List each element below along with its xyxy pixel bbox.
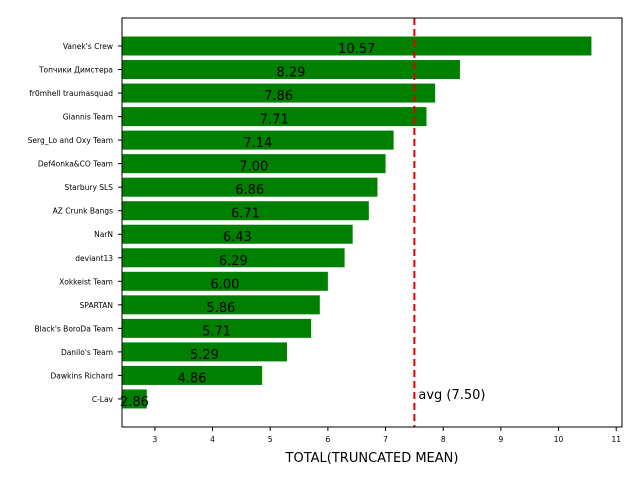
bar-value-label: 6.29 — [219, 254, 248, 269]
y-tick-label: NarN — [94, 230, 113, 239]
bar — [122, 83, 436, 103]
y-tick-label: Serg_Lo and Oxy Team — [28, 136, 113, 145]
y-tick-label: deviant13 — [75, 254, 113, 263]
bar-value-label: 6.71 — [231, 207, 260, 222]
x-tick-label: 4 — [210, 435, 215, 444]
bar-value-label: 5.29 — [190, 348, 219, 363]
bar — [122, 248, 345, 268]
bar-value-label: 10.57 — [338, 42, 375, 57]
bar-value-label: 4.86 — [178, 371, 207, 386]
y-tick-label: Vanek's Crew — [63, 42, 113, 51]
x-tick-label: 11 — [611, 435, 621, 444]
x-tick-label: 6 — [325, 435, 330, 444]
bar — [122, 365, 263, 385]
bar — [122, 130, 394, 150]
x-tick-label: 9 — [499, 435, 504, 444]
y-tick-label: C-Lav — [92, 395, 114, 404]
y-tick-label: Giannis Team — [63, 113, 113, 122]
x-tick-label: 3 — [152, 435, 157, 444]
y-tick-label: fr0mhell traumasquad — [29, 89, 113, 98]
bar-value-label: 7.71 — [260, 113, 289, 128]
y-tick-label: Def4onka&CO Team — [38, 160, 113, 169]
bar-value-label: 6.00 — [210, 277, 239, 292]
bar — [122, 201, 369, 221]
bar — [122, 342, 287, 362]
bar — [122, 36, 592, 56]
bar — [122, 318, 312, 338]
bar — [122, 389, 147, 409]
plot-frame — [121, 17, 623, 428]
bar-value-label: 7.00 — [239, 160, 268, 175]
bar — [122, 107, 427, 127]
bar — [122, 60, 460, 80]
y-tick-label: Danilo's Team — [61, 348, 113, 357]
y-tick-label: Dawkins Richard — [51, 371, 114, 380]
x-tick-label: 8 — [441, 435, 446, 444]
bars-group: 10.57 8.29 7.86 7.71 7.14 7.00 6.86 6.71 6.43 6.2… — [120, 36, 592, 410]
y-axis-labels: Vanek's Crew Топчики Димстера fr0mhell tra… — [28, 42, 122, 404]
bar — [122, 295, 320, 315]
bar-value-label: 7.86 — [264, 89, 293, 104]
bar-value-label: 8.29 — [276, 66, 305, 81]
bar — [122, 224, 353, 244]
bar-value-label: 6.86 — [235, 183, 264, 198]
y-tick-label: Xokkeist Team — [59, 277, 113, 286]
x-tick-label: 10 — [554, 435, 564, 444]
bar-value-label: 5.86 — [206, 301, 235, 316]
bar-value-label: 5.71 — [202, 324, 231, 339]
bar — [122, 154, 386, 174]
average-label: avg (7.50) — [418, 388, 485, 403]
y-tick-label: SPARTAN — [80, 301, 113, 310]
x-axis-label: TOTAL(TRUNCATED MEAN) — [285, 451, 459, 466]
bar — [122, 271, 328, 291]
x-tick-label: 7 — [383, 435, 388, 444]
bar — [122, 177, 378, 197]
x-axis-ticks: 3 4 5 6 7 8 9 10 11 — [152, 427, 621, 444]
bar-value-label: 6.43 — [223, 230, 252, 245]
bar-value-label: 2.86 — [120, 395, 149, 410]
y-tick-label: Starbury SLS — [64, 183, 113, 192]
y-tick-label: Топчики Димстера — [38, 66, 113, 75]
x-tick-label: 5 — [268, 435, 273, 444]
bar-value-label: 7.14 — [243, 136, 272, 151]
y-tick-label: Black's BoroDa Team — [35, 324, 113, 333]
y-tick-label: AZ Crunk Bangs — [53, 207, 113, 216]
